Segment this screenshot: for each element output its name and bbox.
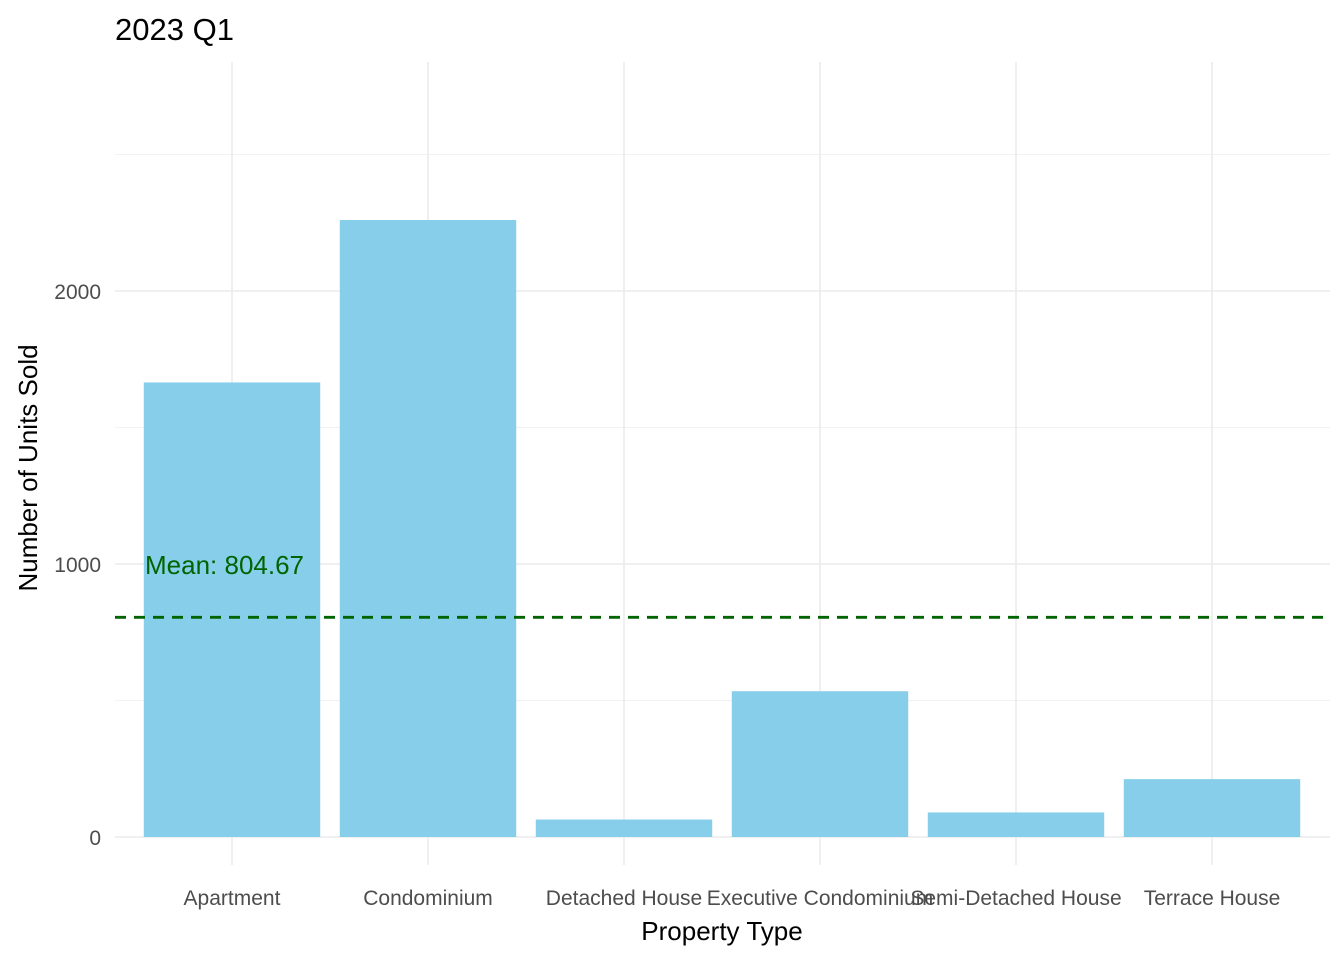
- x-tick-label: Condominium: [363, 887, 493, 910]
- y-tick-label: 1000: [54, 554, 101, 577]
- y-tick-label: 0: [89, 827, 101, 850]
- x-tick-label: Detached House: [546, 887, 702, 910]
- mean-label: Mean: 804.67: [145, 550, 304, 580]
- y-tick-label: 2000: [54, 281, 101, 304]
- chart-title: 2023 Q1: [115, 12, 234, 47]
- x-tick-label: Apartment: [184, 887, 281, 910]
- bar-terrace-house: [1123, 779, 1301, 837]
- bar-detached-house: [535, 819, 713, 837]
- x-axis-ticks: Apartment Condominium Detached House Execut…: [184, 887, 1281, 910]
- bar-executive-condominium: [731, 691, 909, 837]
- bars: [143, 220, 1301, 837]
- x-tick-label: Executive Condominium: [707, 887, 933, 910]
- y-axis-ticks: 0 1000 2000: [54, 281, 101, 850]
- x-tick-label: Terrace House: [1144, 887, 1281, 910]
- bar-condominium: [339, 220, 517, 837]
- bar-semi-detached-house: [927, 812, 1105, 837]
- y-axis-title: Number of Units Sold: [13, 344, 43, 591]
- bar-apartment: [143, 382, 321, 837]
- x-tick-label: Semi-Detached House: [910, 887, 1121, 910]
- x-axis-title: Property Type: [641, 916, 802, 946]
